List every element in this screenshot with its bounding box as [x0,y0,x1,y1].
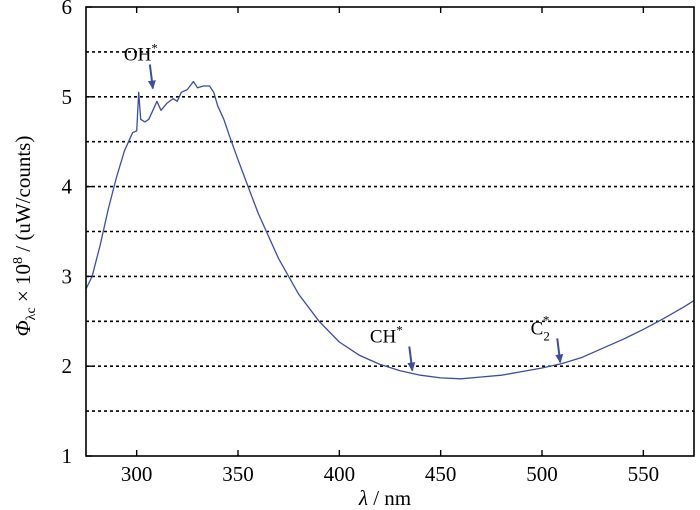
y-axis-exponent: 8 [11,257,26,264]
y-axis-multiplier: × 10 [11,264,35,307]
y-tick-label: 1 [62,444,73,468]
annotation-arrow [555,338,564,364]
y-axis-title: Φλc × 108 / (uW/counts) [11,136,39,337]
x-tick-label: 350 [222,462,254,486]
plot-frame [85,6,695,457]
y-tick-label: 6 [62,0,73,19]
annotation-label: OH* [124,41,158,66]
x-tick-label: 400 [324,462,356,486]
annotation-oh: OH* [124,41,158,90]
spectrum-line [85,80,695,380]
annotation-label: CH* [370,322,403,347]
x-axis-title: λ / nm [358,486,411,510]
x-axis-ticks: 300 350 400 450 500 550 [121,7,659,486]
y-axis-subscript: λc [24,307,39,320]
annotations: OH* CH* C2* [124,41,564,372]
x-axis-symbol: λ [358,486,368,510]
x-axis-unit: / nm [368,486,411,510]
y-axis-unit: / (uW/counts) [11,136,35,257]
y-axis-symbol: Φ [11,320,35,336]
series-layer [85,80,695,380]
annotation-ch: CH* [370,322,416,372]
y-tick-label: 3 [62,264,73,288]
x-tick-label: 550 [628,462,660,486]
x-tick-label: 300 [121,462,153,486]
annotation-c2: C2* [531,312,564,364]
x-tick-label: 450 [425,462,457,486]
annotation-arrow [147,64,156,90]
annotation-label: C2* [531,312,550,343]
x-tick-label: 500 [526,462,558,486]
y-tick-label: 4 [62,175,73,199]
annotation-arrow [407,346,416,372]
y-tick-label: 2 [62,354,73,378]
y-tick-label: 5 [62,85,73,109]
y-axis-ticks: 1 2 3 4 5 6 [62,0,92,468]
grid-lines [86,51,694,412]
